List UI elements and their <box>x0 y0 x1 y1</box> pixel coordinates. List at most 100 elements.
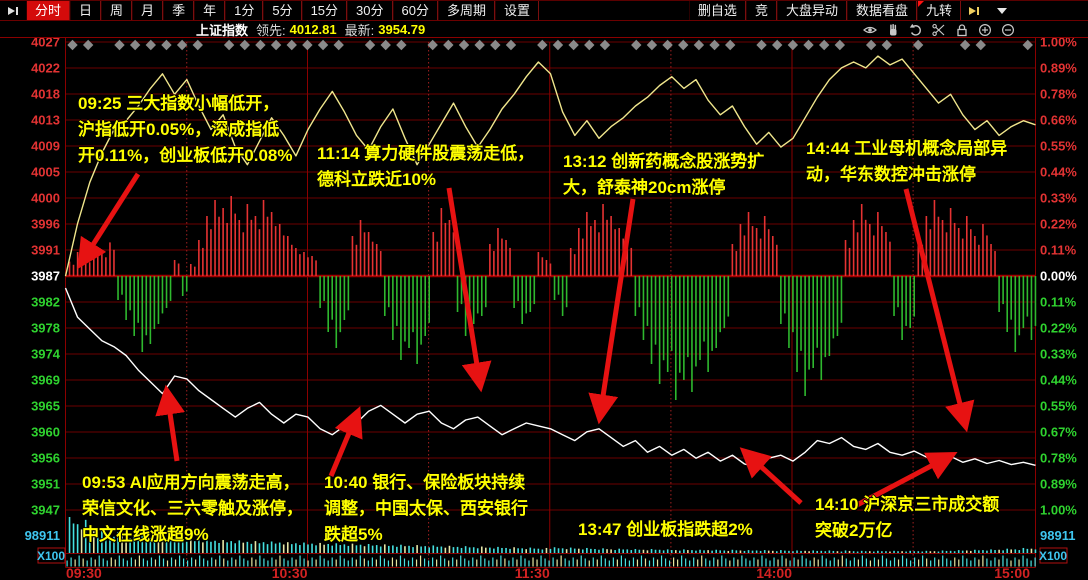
tab-period-月[interactable]: 月 <box>132 1 164 20</box>
undo-icon[interactable] <box>909 23 923 37</box>
volume-bar <box>121 535 123 553</box>
tick-mark <box>399 555 402 567</box>
volume-bar <box>133 536 135 553</box>
tick-mark <box>873 557 876 567</box>
tab-period-60分[interactable]: 60分 <box>392 1 438 20</box>
eye-icon[interactable] <box>863 23 877 37</box>
volume-bar <box>1022 547 1025 553</box>
chevron-down-icon[interactable] <box>987 1 1017 20</box>
panel-collapse-icon[interactable] <box>0 1 26 20</box>
tick-mark <box>203 558 205 567</box>
diamond-marker <box>286 39 297 51</box>
volume-bar <box>383 544 386 553</box>
tab-tool-大盘异动[interactable]: 大盘异动 <box>776 1 847 20</box>
oscillator-bar <box>990 244 992 276</box>
hand-icon[interactable] <box>886 23 900 37</box>
scissors-icon[interactable] <box>932 23 946 37</box>
volume-bar <box>72 523 75 553</box>
tick-mark <box>813 557 815 567</box>
oscillator-bar <box>109 242 111 276</box>
tab-tool-竞[interactable]: 竞 <box>745 1 777 20</box>
oscillator-bar <box>88 262 91 276</box>
tick-mark <box>914 557 916 567</box>
tab-period-年[interactable]: 年 <box>194 1 226 20</box>
oscillator-bar <box>505 240 507 276</box>
volume-bar <box>771 550 774 553</box>
tab-period-分时[interactable]: 分时 <box>26 1 71 20</box>
tab-period-季[interactable]: 季 <box>163 1 195 20</box>
tick-mark <box>556 559 558 567</box>
tab-period-15分[interactable]: 15分 <box>301 1 348 20</box>
volume-bar <box>315 545 317 553</box>
tab-tool-九转[interactable]: 九转 <box>916 1 961 20</box>
diamond-marker <box>364 39 376 51</box>
volume-bar <box>719 550 721 553</box>
tick-mark <box>407 560 410 567</box>
panel-expand-icon[interactable] <box>961 1 987 20</box>
oscillator-bar <box>149 276 152 344</box>
tick-mark <box>668 560 671 567</box>
oscillator-bar <box>432 232 435 276</box>
volume-bar <box>497 546 499 553</box>
volume-bar <box>961 550 964 553</box>
volume-unit-box <box>1039 547 1068 564</box>
lock-icon[interactable] <box>955 23 969 37</box>
tick-mark <box>636 559 639 567</box>
volume-bar <box>319 542 321 553</box>
oscillator-bar <box>978 244 980 276</box>
volume-bar <box>775 551 778 553</box>
zoom-out-icon[interactable] <box>1001 23 1015 37</box>
tick-mark <box>94 559 96 567</box>
volume-bar <box>784 550 786 553</box>
tab-period-多周期[interactable]: 多周期 <box>437 1 495 20</box>
oscillator-bar <box>68 261 71 276</box>
volume-bar <box>670 550 673 553</box>
tab-period-1分[interactable]: 1分 <box>225 1 264 20</box>
oscillator-bar <box>295 248 297 276</box>
tick-mark <box>628 560 631 567</box>
tab-tool-数据看盘[interactable]: 数据看盘 <box>846 1 917 20</box>
tick-mark <box>889 560 892 567</box>
tick-mark <box>994 557 996 567</box>
tick-mark <box>789 560 791 567</box>
tick-mark <box>705 558 707 567</box>
tick-mark <box>689 560 691 567</box>
tick-mark <box>452 557 454 567</box>
volume-bar <box>238 540 241 553</box>
tab-period-5分[interactable]: 5分 <box>263 1 302 20</box>
tick-mark <box>122 558 124 567</box>
tick-mark <box>721 555 723 567</box>
volume-bar <box>622 549 624 553</box>
oscillator-bar <box>193 266 196 276</box>
tick-mark <box>255 559 257 567</box>
tick-mark <box>946 558 948 567</box>
tab-period-设置[interactable]: 设置 <box>494 1 539 20</box>
diamond-marker <box>114 39 125 51</box>
diamond-marker <box>881 39 893 51</box>
tab-period-周[interactable]: 周 <box>101 1 133 20</box>
tick-mark <box>102 558 104 567</box>
tab-period-日[interactable]: 日 <box>70 1 102 20</box>
tick-mark <box>191 557 193 567</box>
diamond-marker <box>255 39 266 51</box>
volume-bar <box>509 548 511 553</box>
oscillator-bar <box>525 276 527 314</box>
volume-bar <box>489 547 491 553</box>
tab-period-30分[interactable]: 30分 <box>347 1 393 20</box>
volume-bar <box>327 544 329 553</box>
tick-mark <box>885 558 888 567</box>
tick-mark <box>974 557 976 567</box>
volume-unit-label: X100 <box>1039 549 1067 563</box>
oscillator-bar <box>957 228 960 276</box>
volume-bar <box>84 519 87 553</box>
diamond-marker <box>537 39 548 51</box>
volume-bar <box>598 549 600 553</box>
tick-mark <box>231 557 233 567</box>
oscillator-bar <box>274 226 277 276</box>
zoom-in-icon[interactable] <box>978 23 992 37</box>
tick-mark <box>492 557 494 567</box>
tab-tool-删自选[interactable]: 删自选 <box>688 1 746 20</box>
volume-bar <box>420 546 422 553</box>
oscillator-bar <box>626 240 629 276</box>
